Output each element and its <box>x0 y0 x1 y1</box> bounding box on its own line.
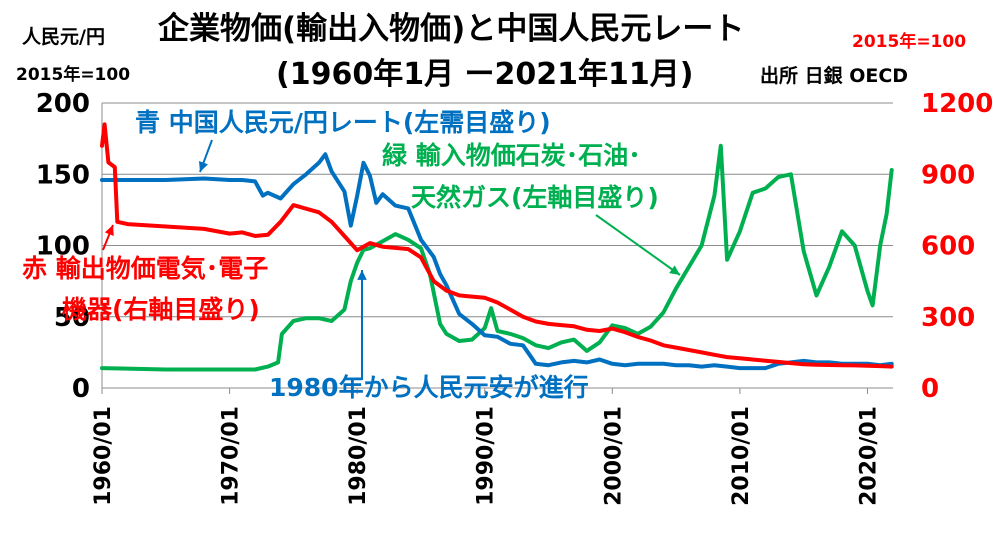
green-annotation-arrow-head <box>669 265 680 275</box>
y-left-tick-label: 100 <box>36 232 90 262</box>
y-right-tick-label: 0 <box>921 374 939 404</box>
y-right-tick-label: 300 <box>921 303 975 333</box>
y-left-tick-label: 50 <box>54 303 90 333</box>
x-tick-label: 2020/01 <box>856 406 881 506</box>
x-tick-label: 1970/01 <box>219 406 244 506</box>
green-annotation-arrow <box>595 214 681 276</box>
x-tick-label: 2010/01 <box>729 406 754 506</box>
annotation-red-1: 赤 輸出物価電気･電子 <box>22 254 269 283</box>
blue-series-line <box>100 152 894 371</box>
chart-period: (1960年1月 ー2021年11月) <box>276 57 694 92</box>
axes: 0 50 100 150 200 0 300 600 900 1200 1960/01 1970/01… <box>36 89 993 506</box>
y-right-tick-label: 1200 <box>921 89 993 119</box>
green-series-line <box>100 143 894 372</box>
annotation-note: 1980年から人民元安が進行 <box>269 373 589 402</box>
grid-lines <box>102 102 893 318</box>
chart-title: 企業物価(輸出入物価)と中国人民元レート <box>158 11 745 47</box>
x-tick-label: 1960/01 <box>91 406 116 506</box>
annotation-red-2: 機器(右軸目盛り) <box>62 295 260 324</box>
annotation-blue: 青 中国人民元/円レート(左需目盛り) <box>135 108 551 137</box>
left-axis-base: 2015年=100 <box>16 65 131 85</box>
y-left-tick-label: 150 <box>36 160 90 190</box>
y-right-tick-label: 900 <box>921 160 975 190</box>
note-annotation-arrow-head <box>357 270 367 280</box>
annotation-arrows <box>102 139 681 380</box>
red-series-line <box>100 122 894 369</box>
y-right-tick-label: 600 <box>921 232 975 262</box>
series-layer <box>100 122 894 372</box>
annotation-green-2: 天然ガス(左軸目盛り) <box>411 183 659 212</box>
x-tick-label: 1990/01 <box>474 406 499 506</box>
blue-annotation-arrow-head <box>198 161 208 172</box>
source-label: 出所 日銀 OECD <box>760 65 909 87</box>
x-tick-label: 1980/01 <box>346 406 371 506</box>
red-annotation-arrow-head <box>104 225 114 236</box>
left-axis-unit: 人民元/円 <box>22 26 105 48</box>
annotation-green-1: 緑 輸入物価石炭･石油･ <box>382 141 641 170</box>
x-tick-label: 2000/01 <box>601 406 626 506</box>
right-axis-base: 2015年=100 <box>852 32 967 52</box>
y-left-tick-label: 200 <box>36 89 90 119</box>
y-left-tick-label: 0 <box>72 374 90 404</box>
